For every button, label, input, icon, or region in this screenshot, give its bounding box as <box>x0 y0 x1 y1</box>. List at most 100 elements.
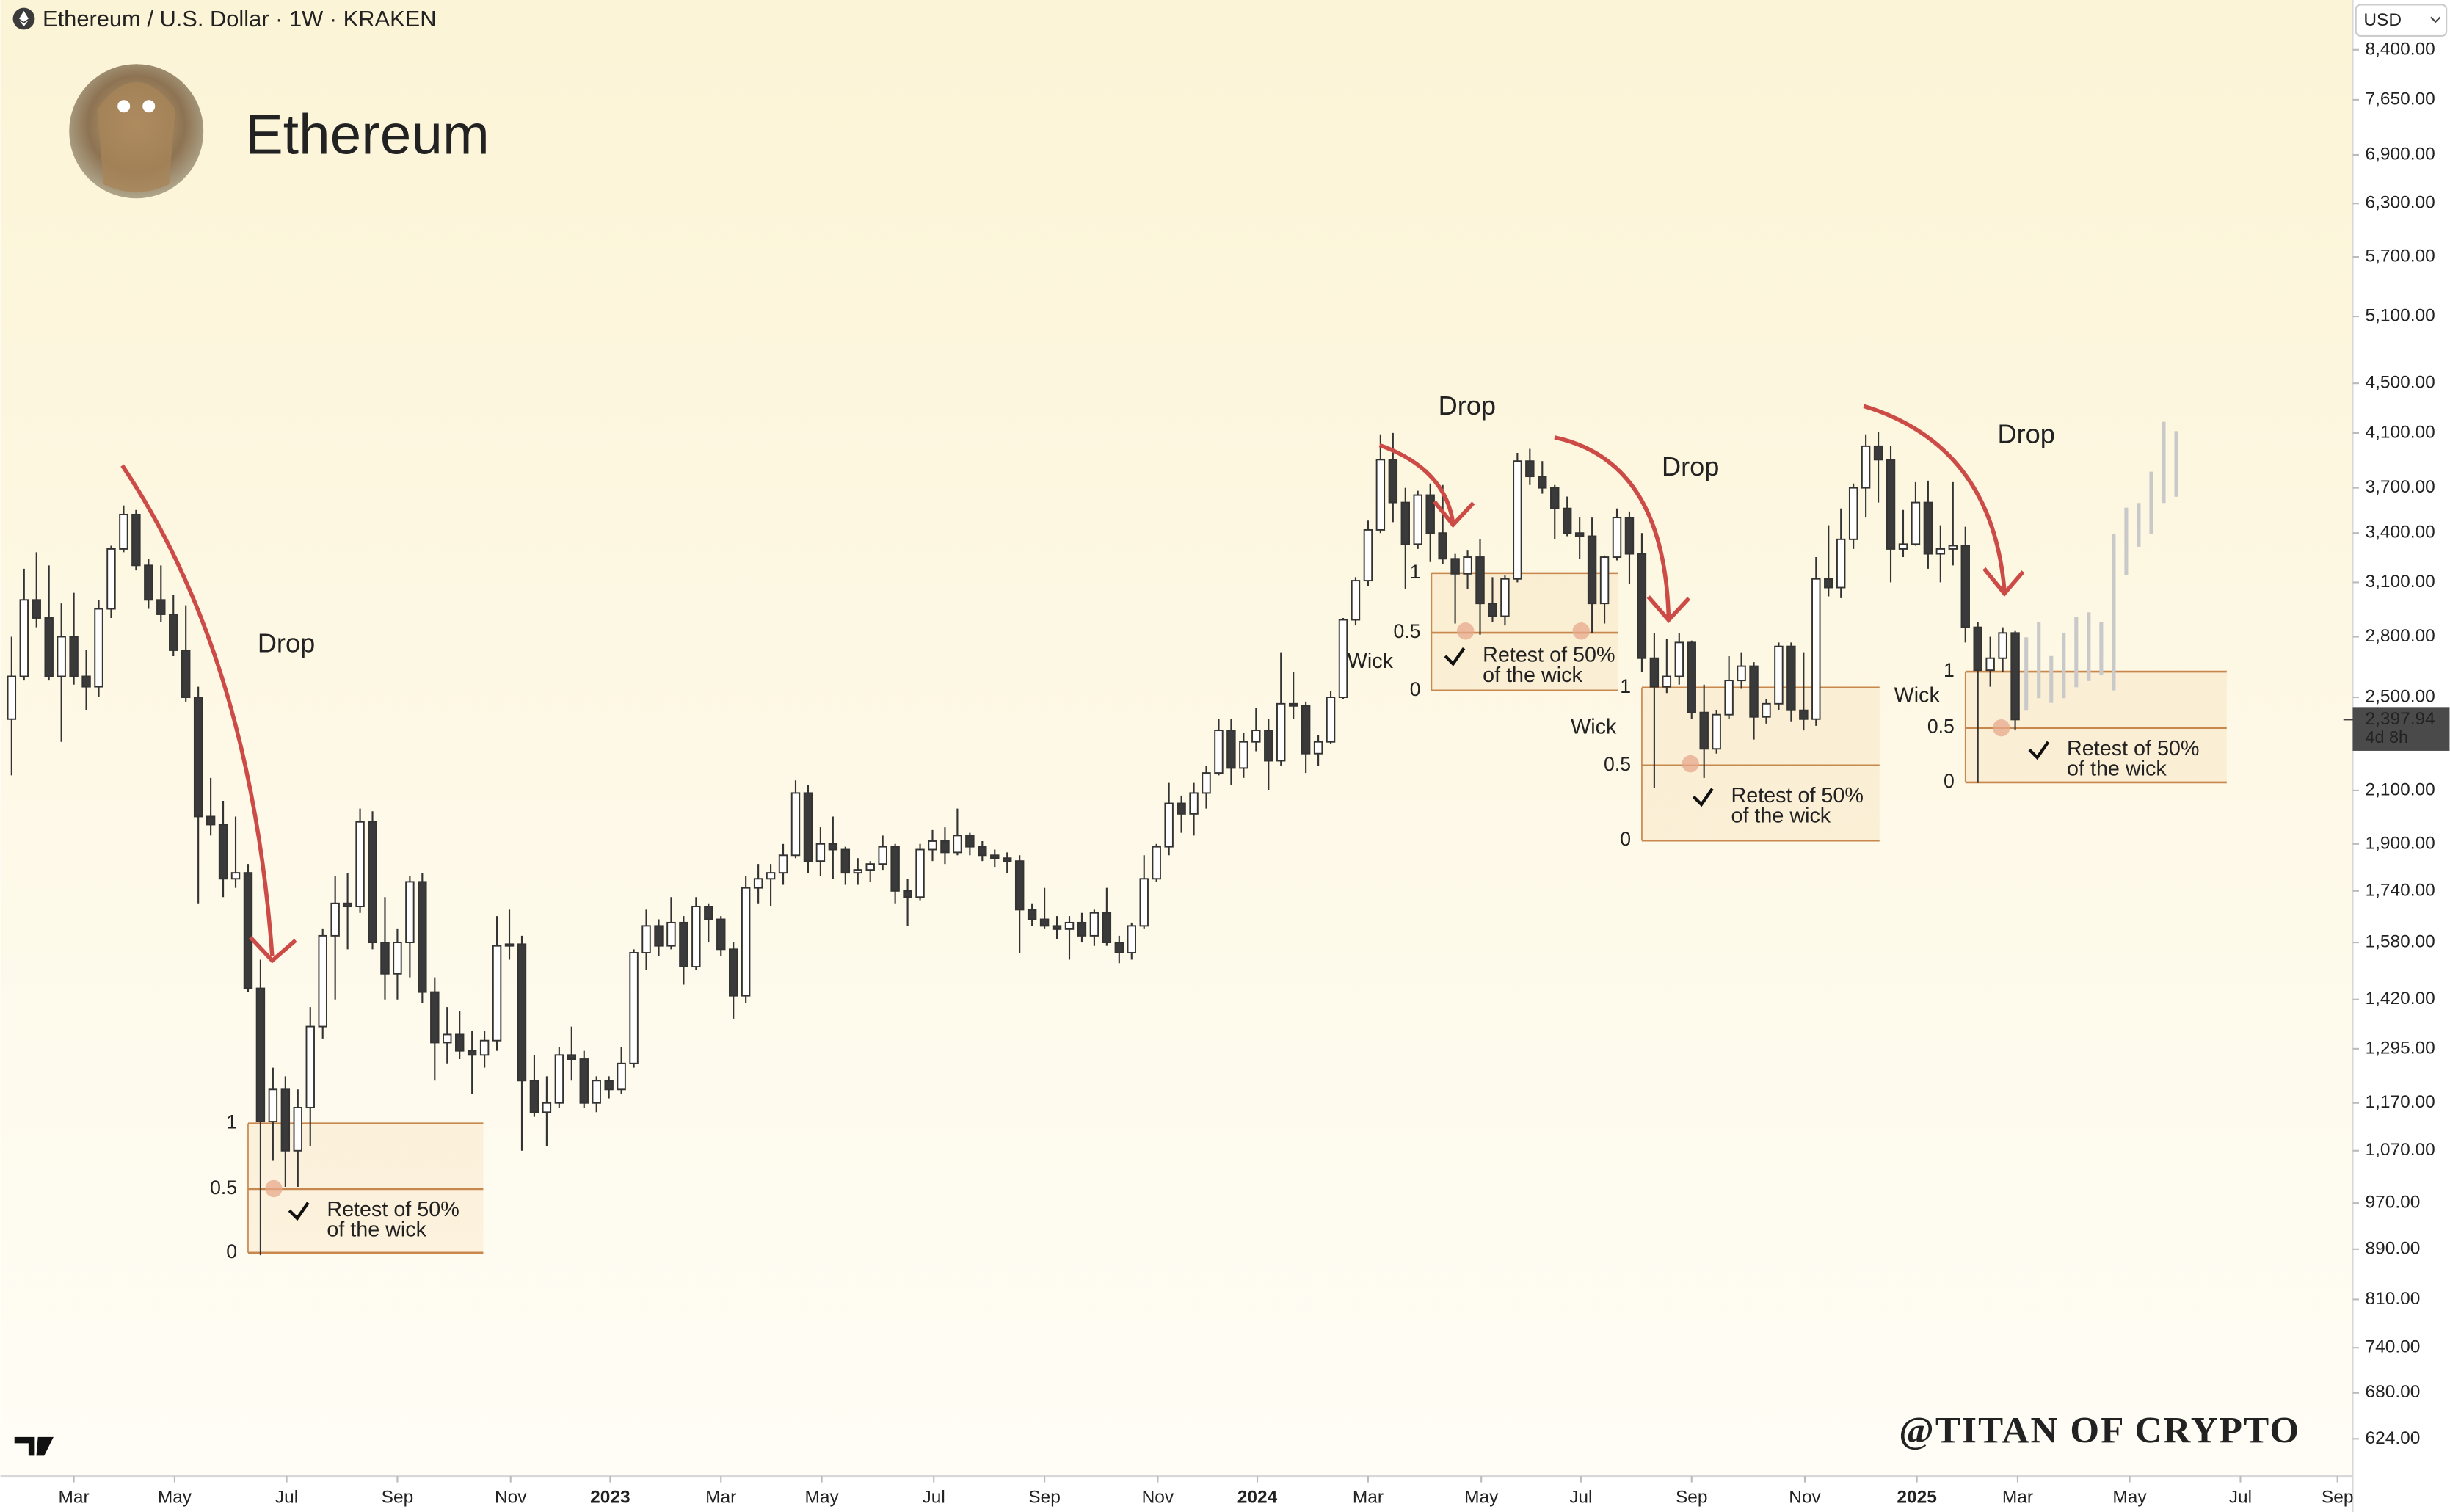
candle-body <box>704 906 713 920</box>
candle-body <box>1687 641 1696 713</box>
x-tick-label: May <box>1464 1487 1499 1507</box>
y-tick-label: 1,295.00 <box>2366 1038 2435 1058</box>
candle-body <box>504 943 515 947</box>
y-tick-label: 3,400.00 <box>2366 523 2435 542</box>
currency-label[interactable]: USD <box>2363 10 2402 30</box>
retest-label: of the wick <box>1731 804 1831 828</box>
x-tick-label: May <box>2112 1487 2147 1507</box>
candle-body <box>181 650 191 698</box>
candle-body <box>206 815 216 826</box>
y-tick-label: 1,420.00 <box>2366 989 2435 1008</box>
candle-body <box>1438 532 1447 560</box>
tradingview-logo[interactable] <box>14 1436 54 1456</box>
x-tick-label: 2023 <box>590 1487 630 1507</box>
candle-body <box>1313 741 1323 755</box>
candle-body <box>44 617 54 677</box>
candle-body <box>1762 702 1771 718</box>
drop-arrow-head <box>1433 500 1475 528</box>
candle-body <box>1500 578 1510 617</box>
candle-body <box>7 675 17 720</box>
candle-body <box>1898 543 1908 550</box>
candle-body <box>1911 501 1921 545</box>
y-tick-label: 2,100.00 <box>2366 779 2435 799</box>
candle-body <box>169 614 178 651</box>
y-tick-label: 740.00 <box>2366 1337 2421 1357</box>
candle-body <box>368 821 377 944</box>
x-tick-label: May <box>158 1487 192 1507</box>
candle-body <box>293 1107 303 1152</box>
candle-body <box>790 792 801 857</box>
candle-body <box>1039 918 1050 927</box>
fib-level-label: 1 <box>1410 561 1421 583</box>
x-tick-label: Nov <box>495 1487 527 1507</box>
candle-body <box>1114 942 1124 953</box>
candle-body <box>343 902 352 908</box>
y-tick-label: 5,700.00 <box>2366 247 2435 266</box>
candle-body <box>1102 912 1112 944</box>
y-tick-label: 3,100.00 <box>2366 572 2435 592</box>
wick-label: Wick <box>1571 715 1617 738</box>
candle-body <box>1960 545 1970 628</box>
currency-selector[interactable] <box>2355 4 2448 37</box>
candle-body <box>1064 921 1075 930</box>
candle-body <box>1525 460 1535 478</box>
fib-level-label: 0.5 <box>1927 716 1955 738</box>
retest-label: Retest of 50% <box>327 1198 459 1221</box>
y-tick-label: 3,700.00 <box>2366 477 2435 497</box>
candle-body <box>529 1080 539 1113</box>
plot-background <box>0 0 2353 1477</box>
candle-body <box>1724 680 1734 716</box>
y-tick-label: 810.00 <box>2366 1289 2421 1309</box>
x-tick-label: May <box>804 1487 839 1507</box>
candle-body <box>492 945 502 1042</box>
x-tick-label: Jul <box>2229 1487 2252 1507</box>
currency-chevron[interactable] <box>2430 16 2441 23</box>
wick-label: Wick <box>1348 650 1394 673</box>
candle-body <box>741 887 751 997</box>
x-tick-label: 2024 <box>1237 1487 1278 1507</box>
candle-body <box>1239 741 1248 769</box>
candle-body <box>654 925 664 947</box>
candle-body <box>1873 445 1883 461</box>
candle-body <box>1164 802 1174 848</box>
x-tick-label: Mar <box>705 1487 736 1507</box>
candle-body <box>1251 730 1261 743</box>
drop-label: Drop <box>1998 418 2055 448</box>
candle-body <box>94 608 103 688</box>
symbol-title: Ethereum / U.S. Dollar · 1W · KRAKEN <box>43 6 436 32</box>
drop-label: Drop <box>258 628 315 658</box>
candle-body <box>828 843 838 851</box>
price-axis-panel <box>2352 0 2450 1512</box>
fib-level-label: 0.5 <box>210 1177 237 1199</box>
candle-body <box>965 835 975 848</box>
candle-body <box>144 564 153 601</box>
candle-body <box>393 942 402 975</box>
x-tick-label: 2025 <box>1897 1487 1936 1507</box>
retest-dot <box>1572 622 1590 640</box>
candle-body <box>778 854 788 874</box>
candle-body <box>1737 665 1746 682</box>
candle-body <box>1425 494 1435 534</box>
candle-body <box>1612 517 1622 558</box>
candle-body <box>1488 603 1497 617</box>
candle-body <box>716 918 726 951</box>
candle-body <box>405 881 415 944</box>
fib-level-label: 1 <box>1944 659 1955 681</box>
candle-body <box>1824 578 1833 589</box>
y-tick-label: 2,500.00 <box>2366 686 2435 706</box>
candle-body <box>255 987 266 1123</box>
candle-body <box>1052 925 1062 930</box>
drop-label: Drop <box>1662 451 1719 481</box>
candle-body <box>1400 501 1410 545</box>
candle-body <box>1264 730 1273 762</box>
x-tick-label: Sep <box>382 1487 414 1507</box>
fib-level-label: 1 <box>226 1111 237 1133</box>
candle-body <box>629 952 639 1064</box>
y-tick-label: 6,900.00 <box>2366 144 2435 164</box>
y-tick-label: 970.00 <box>2366 1193 2421 1213</box>
retest-label: of the wick <box>327 1218 426 1242</box>
wick-label: Wick <box>1894 684 1941 708</box>
candle-body <box>230 872 241 880</box>
candle-body <box>418 881 427 993</box>
